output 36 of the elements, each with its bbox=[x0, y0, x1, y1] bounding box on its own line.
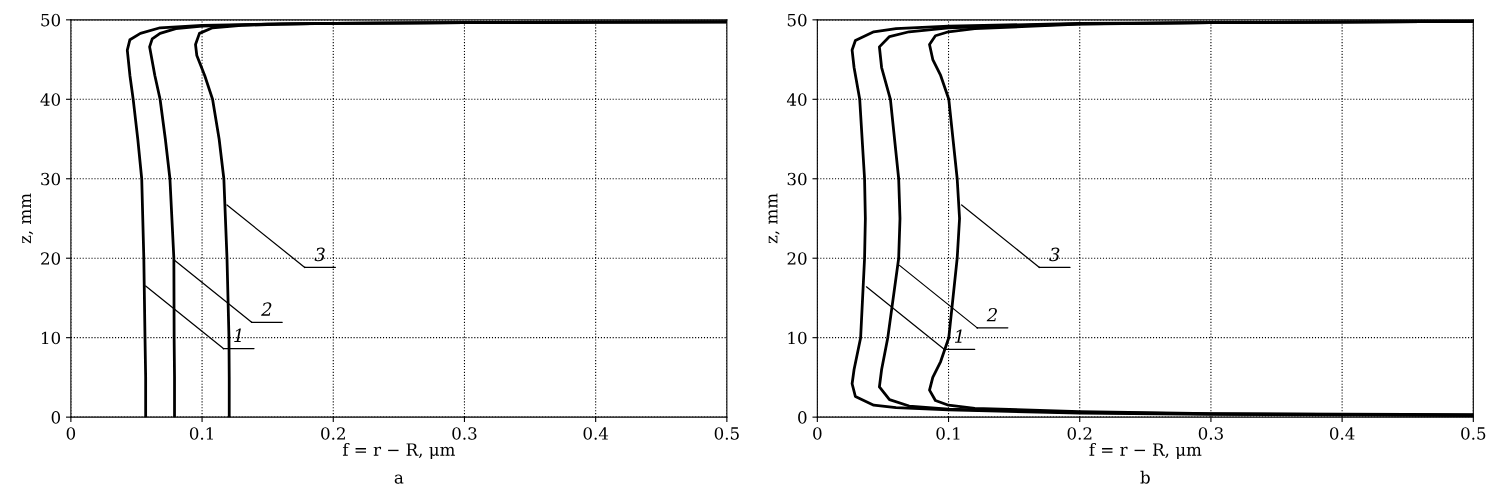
x-tick-label: 0.5 bbox=[1461, 427, 1486, 440]
x-tick-label: 0.1 bbox=[936, 427, 960, 440]
y-tick-label: 30 bbox=[41, 172, 61, 186]
annotation: 1 bbox=[234, 328, 241, 342]
x-tick-label: 0.2 bbox=[1067, 427, 1092, 440]
y-tick-label: 50 bbox=[787, 13, 807, 27]
y-tick-label: 0 bbox=[51, 411, 61, 424]
annotation: 1 bbox=[954, 329, 962, 343]
x-tick-label: 0.4 bbox=[1329, 427, 1355, 440]
y-tick-label: 0 bbox=[798, 411, 807, 424]
annotation: 3 bbox=[1049, 247, 1060, 262]
x-tick-label: 0.4 bbox=[583, 427, 609, 440]
x-axis-title: f = r − R, μm bbox=[1089, 442, 1202, 460]
x-axis-title: f = r − R, μm bbox=[342, 442, 455, 460]
x-tick-label: 0 bbox=[813, 427, 822, 440]
y-tick-label: 40 bbox=[40, 93, 61, 106]
x-tick-label: 0.2 bbox=[321, 427, 345, 440]
x-tick-label: 0 bbox=[66, 427, 76, 440]
y-tick-label: 20 bbox=[41, 252, 61, 265]
text: a bbox=[394, 474, 404, 484]
annotation: 2 bbox=[261, 302, 272, 316]
text: b bbox=[1140, 470, 1150, 484]
annotation: 3 bbox=[314, 247, 325, 262]
x-tick-label: 0.3 bbox=[452, 427, 477, 440]
y-tick-label: 10 bbox=[41, 331, 61, 345]
y-tick-label: 50 bbox=[41, 13, 61, 27]
y-axis-title: z, mm bbox=[22, 193, 34, 244]
y-tick-label: 20 bbox=[787, 252, 807, 265]
x-tick-label: 0.1 bbox=[189, 427, 213, 440]
y-axis-title: z, mm bbox=[768, 193, 780, 244]
x-tick-label: 0.5 bbox=[714, 427, 739, 440]
y-tick-label: 30 bbox=[787, 172, 807, 186]
annotation: 2 bbox=[986, 307, 997, 322]
y-tick-label: 10 bbox=[788, 331, 807, 345]
y-tick-label: 40 bbox=[786, 93, 807, 106]
x-tick-label: 0.3 bbox=[1198, 427, 1223, 440]
